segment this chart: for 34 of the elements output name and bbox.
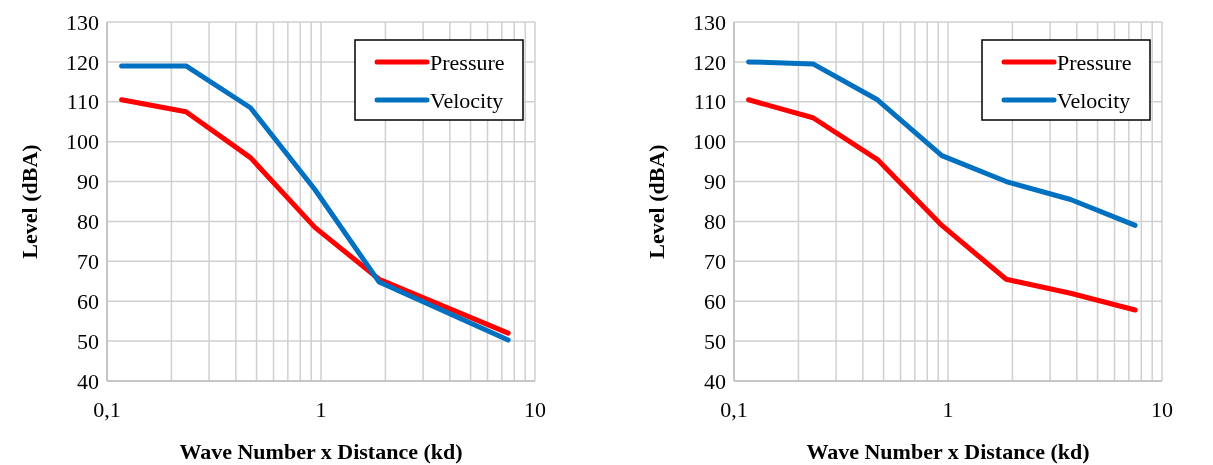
y-tick-label: 70 — [704, 249, 726, 275]
y-tick-label: 120 — [693, 49, 726, 75]
x-tick-label: 1 — [315, 397, 327, 422]
x-tick-label: 10 — [1151, 397, 1173, 422]
y-tick-label: 90 — [77, 169, 99, 195]
y-axis-title: Level (dBA) — [644, 144, 669, 259]
y-tick-label: 130 — [693, 9, 726, 35]
y-tick-label: 120 — [66, 49, 99, 75]
y-tick-label: 100 — [693, 129, 726, 155]
y-axis-title: Level (dBA) — [17, 144, 42, 259]
y-tick-label: 50 — [704, 328, 726, 354]
y-tick-label: 50 — [77, 328, 99, 354]
y-tick-label: 80 — [704, 209, 726, 235]
y-tick-label: 110 — [66, 89, 99, 115]
legend-label: Pressure — [430, 49, 505, 75]
legend-label: Velocity — [430, 87, 504, 113]
y-tick-label: 110 — [693, 89, 726, 115]
x-axis-title: Wave Number x Distance (kd) — [806, 439, 1090, 464]
y-tick-label: 60 — [704, 288, 726, 314]
x-tick-label: 10 — [524, 397, 546, 422]
y-tick-label: 100 — [66, 129, 99, 155]
x-axis-title: Wave Number x Distance (kd) — [179, 439, 463, 464]
y-tick-label: 130 — [66, 9, 99, 35]
x-tick-label: 1 — [942, 397, 954, 422]
y-tick-label: 60 — [77, 288, 99, 314]
x-tick-label: 0,1 — [720, 397, 748, 422]
x-tick-label: 0,1 — [93, 397, 121, 422]
legend-label: Pressure — [1057, 49, 1132, 75]
y-tick-label: 80 — [77, 209, 99, 235]
y-tick-label: 70 — [77, 249, 99, 275]
y-tick-label: 90 — [704, 169, 726, 195]
y-tick-label: 40 — [704, 368, 726, 394]
y-tick-label: 40 — [77, 368, 99, 394]
legend-label: Velocity — [1057, 87, 1131, 113]
